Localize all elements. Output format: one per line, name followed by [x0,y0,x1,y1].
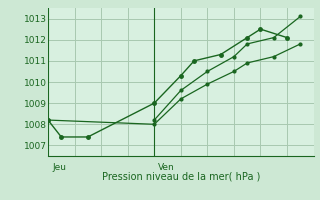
X-axis label: Pression niveau de la mer( hPa ): Pression niveau de la mer( hPa ) [102,172,260,182]
Text: Jeu: Jeu [52,163,66,172]
Text: Ven: Ven [158,163,175,172]
